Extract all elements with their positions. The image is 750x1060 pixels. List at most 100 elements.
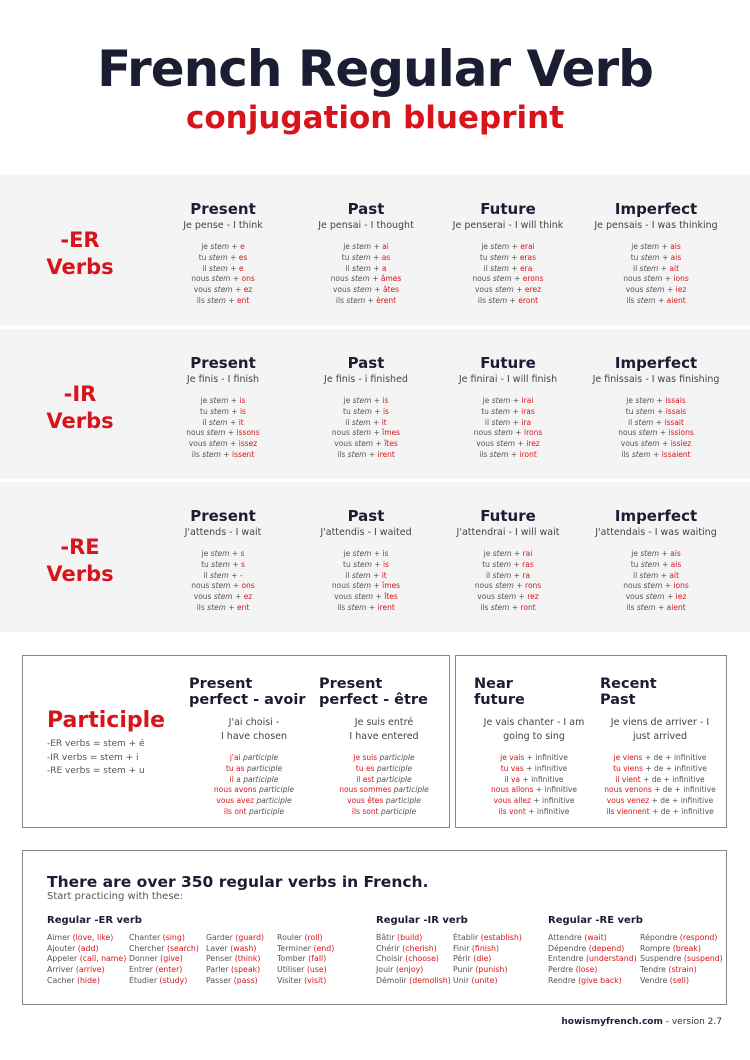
stem-word: stem [211, 274, 231, 284]
stem-word: stem [352, 242, 372, 251]
verb-item: Dépendre (depend) [548, 944, 637, 955]
verb-meaning: (build) [397, 933, 423, 942]
ending: irent [377, 602, 395, 612]
verb-item: Choisir (choose) [376, 954, 451, 965]
verb-item: Entendre (understand) [548, 954, 637, 965]
tense-column: Present J'attends - I wait je stem + s tu s… [148, 508, 298, 614]
compound-line: vous avez participle [189, 796, 319, 807]
compound-line: nous venons + de + infinitive [600, 785, 720, 796]
ending: ras [522, 559, 534, 569]
verb: Finir [453, 943, 470, 953]
ending: is [382, 406, 389, 416]
ending: issez [238, 439, 258, 449]
compound-line: ils ont participle [189, 807, 319, 818]
verb-list-column: Établir (establish) Finir (finish) Périr (… [453, 933, 522, 987]
tense-example: Je finirai - I will finish [458, 374, 558, 385]
conjugation-line: ils stem + issaient [621, 449, 691, 459]
pronoun: je [343, 396, 351, 405]
stem-word: stem [211, 581, 231, 591]
verb: Chercher [129, 943, 165, 953]
tense-column: Future J'attendrai - I will wait je stem +… [433, 508, 583, 614]
tense-name: Future [480, 200, 536, 218]
conjugation-line: vous stem + issez [188, 439, 258, 449]
verb-item: Garder (guard) [206, 933, 264, 944]
verb: Cacher [47, 975, 75, 985]
participle-rule: -ER verbs = stem + é [47, 739, 145, 749]
ending: issions [668, 428, 694, 438]
pronoun: ils [480, 602, 489, 612]
verb: Suspendre [640, 954, 682, 964]
stem-word: stem [210, 242, 230, 251]
verb-list-column: Chanter (sing) Chercher (search) Donner (g… [129, 933, 199, 987]
pronoun: vous [477, 592, 495, 602]
auxiliary: tu vas [500, 763, 524, 773]
tense-example: J'attendrai - I will wait [456, 527, 560, 538]
verb-list-column: Garder (guard) Laver (wash) Penser (think)… [206, 933, 264, 987]
auxiliary: vous êtes [347, 796, 384, 806]
verb: Parler [206, 965, 229, 975]
verb-item: Étudier (study) [129, 976, 199, 987]
stem-word: stem [351, 570, 371, 580]
verb-meaning: (demolish) [409, 975, 451, 985]
pronoun: nous [331, 581, 350, 591]
ending: issiez [670, 439, 692, 449]
stem-word: stem [202, 449, 221, 459]
ending: ra [522, 570, 531, 580]
tense-name: Imperfect [614, 507, 698, 525]
pronoun: nous [191, 581, 210, 591]
verb-meaning: (punish) [475, 965, 508, 975]
pronoun: je [631, 549, 638, 558]
conjugation-line: je stem + is [343, 549, 389, 558]
verb: Rendre [548, 975, 576, 985]
conjugation-line: je stem + irai [482, 396, 534, 405]
verb-item: Attendre (wait) [548, 933, 637, 944]
conjugation-lines: je stem + rai tu stem + ras il stem + ra no… [433, 549, 583, 614]
ending: s [241, 559, 245, 569]
ending: erai [520, 242, 535, 251]
footer: howismyfrench.com - version 2.7 [561, 1017, 722, 1027]
pronoun: il [632, 263, 638, 273]
auxiliary: je suis [353, 753, 378, 762]
verb: Vendre [640, 975, 668, 985]
complement: + infinitive [526, 763, 568, 773]
conjugation-line: nous stem + ions [623, 274, 689, 284]
verb: Arriver [47, 965, 74, 975]
ending: era [520, 263, 533, 273]
footer-site[interactable]: howismyfrench.com [561, 1017, 663, 1027]
stem-word: stem [351, 252, 371, 262]
compound-tense-example: Je vais chanter - I am going to sing [483, 717, 585, 742]
complement: + infinitive [528, 806, 570, 816]
compound-lines: je viens + de + infinitive tu viens + de … [600, 753, 720, 818]
complement: + infinitive [522, 774, 564, 784]
stem-word: stem [492, 570, 512, 580]
ending: âmes [380, 274, 402, 284]
pronoun: il [202, 263, 207, 273]
auxiliary: il vient [615, 774, 641, 784]
verb-meaning: (love, like) [72, 933, 114, 942]
complement: + de + infinitive [645, 763, 707, 773]
pronoun: il [345, 263, 350, 273]
practice-title: There are over 350 regular verbs in Fren… [47, 873, 429, 891]
verb-list-column: Répondre (respond) Rompre (break) Suspendr… [640, 933, 723, 987]
stem-word: stem [495, 581, 514, 591]
complement: + de + infinitive [652, 806, 714, 816]
verb-item: Rompre (break) [640, 944, 723, 955]
conjugation-line: tu stem + es [198, 252, 248, 262]
stem-word: stem [210, 549, 230, 558]
conjugation-line: je stem + ais [631, 242, 681, 251]
pronoun: ils [191, 449, 200, 459]
stem-word: stem [208, 439, 228, 449]
pronoun: vous [620, 439, 639, 449]
auxiliary: nous sommes [339, 785, 392, 795]
ending: rez [527, 592, 539, 602]
conjugation-line: il stem + ait [632, 570, 680, 580]
stem-word: stem [635, 406, 655, 416]
auxiliary: ils ont [223, 806, 247, 816]
tense-column: Future Je penserai - I will think je stem … [433, 201, 583, 307]
conjugation-line: tu stem + s [201, 559, 245, 569]
conjugation-line: vous stem + ez [193, 592, 253, 602]
stem-word: stem [209, 263, 228, 273]
conjugation-line: ils stem + aient [626, 602, 686, 612]
conjugation-line: je stem + s [201, 549, 245, 558]
verb-meaning: (lose) [575, 965, 598, 975]
